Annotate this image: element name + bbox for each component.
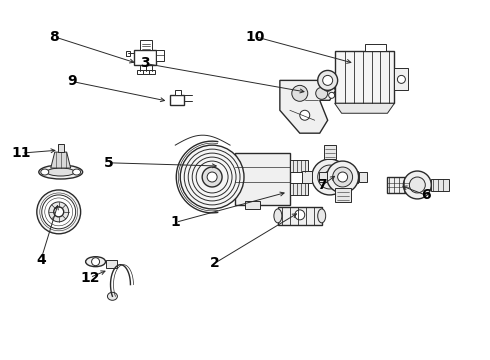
- Circle shape: [207, 172, 217, 182]
- Ellipse shape: [318, 209, 326, 223]
- Circle shape: [409, 177, 425, 193]
- Polygon shape: [51, 152, 71, 168]
- Ellipse shape: [39, 165, 83, 179]
- Text: 8: 8: [49, 30, 58, 44]
- Text: 11: 11: [12, 146, 31, 160]
- Circle shape: [329, 92, 335, 98]
- Circle shape: [397, 75, 405, 84]
- Text: 1: 1: [171, 215, 180, 229]
- Polygon shape: [335, 103, 394, 113]
- Circle shape: [324, 84, 332, 91]
- Circle shape: [300, 110, 310, 120]
- Bar: [137, 71, 144, 75]
- Circle shape: [180, 145, 244, 209]
- Bar: [58, 144, 64, 152]
- Text: 10: 10: [245, 30, 265, 44]
- Circle shape: [327, 161, 359, 193]
- Bar: [141, 40, 152, 50]
- Bar: [156, 50, 164, 62]
- Text: 2: 2: [210, 256, 220, 270]
- Ellipse shape: [86, 257, 105, 267]
- Text: 12: 12: [80, 271, 99, 284]
- Bar: [318, 172, 327, 182]
- Bar: [335, 188, 350, 202]
- Bar: [175, 90, 181, 95]
- Ellipse shape: [73, 169, 81, 175]
- Circle shape: [312, 159, 347, 195]
- Ellipse shape: [47, 168, 74, 176]
- Circle shape: [42, 195, 75, 229]
- Circle shape: [333, 167, 353, 187]
- Circle shape: [54, 207, 64, 217]
- Bar: [171, 95, 184, 105]
- Circle shape: [318, 165, 342, 189]
- Polygon shape: [280, 80, 336, 133]
- Circle shape: [92, 258, 99, 266]
- Bar: [126, 50, 130, 57]
- Ellipse shape: [107, 292, 118, 300]
- Bar: [290, 183, 308, 195]
- Bar: [245, 201, 260, 209]
- Bar: [105, 260, 118, 268]
- Circle shape: [316, 87, 328, 99]
- Bar: [359, 172, 367, 182]
- Bar: [302, 171, 312, 183]
- Text: 3: 3: [140, 57, 150, 71]
- Text: 5: 5: [103, 156, 113, 170]
- Ellipse shape: [41, 169, 49, 175]
- Circle shape: [202, 167, 222, 187]
- Circle shape: [292, 85, 308, 101]
- Bar: [388, 177, 409, 193]
- Circle shape: [324, 171, 336, 183]
- Bar: [324, 145, 336, 159]
- Circle shape: [323, 75, 333, 85]
- Bar: [431, 179, 449, 191]
- Text: 6: 6: [421, 188, 430, 202]
- Text: 7: 7: [318, 178, 327, 192]
- Ellipse shape: [274, 209, 282, 223]
- Bar: [235, 153, 290, 205]
- Bar: [144, 71, 149, 75]
- Bar: [365, 44, 387, 51]
- Bar: [394, 68, 408, 90]
- Text: 4: 4: [36, 253, 46, 267]
- Circle shape: [318, 71, 338, 90]
- Circle shape: [49, 202, 69, 222]
- Circle shape: [295, 210, 305, 220]
- Bar: [290, 160, 308, 172]
- Circle shape: [338, 172, 347, 182]
- Bar: [278, 207, 322, 225]
- Circle shape: [403, 171, 431, 199]
- Bar: [134, 50, 156, 66]
- Bar: [347, 171, 358, 183]
- Bar: [335, 51, 394, 103]
- Text: 9: 9: [67, 75, 76, 89]
- Circle shape: [37, 190, 81, 234]
- Bar: [149, 71, 155, 75]
